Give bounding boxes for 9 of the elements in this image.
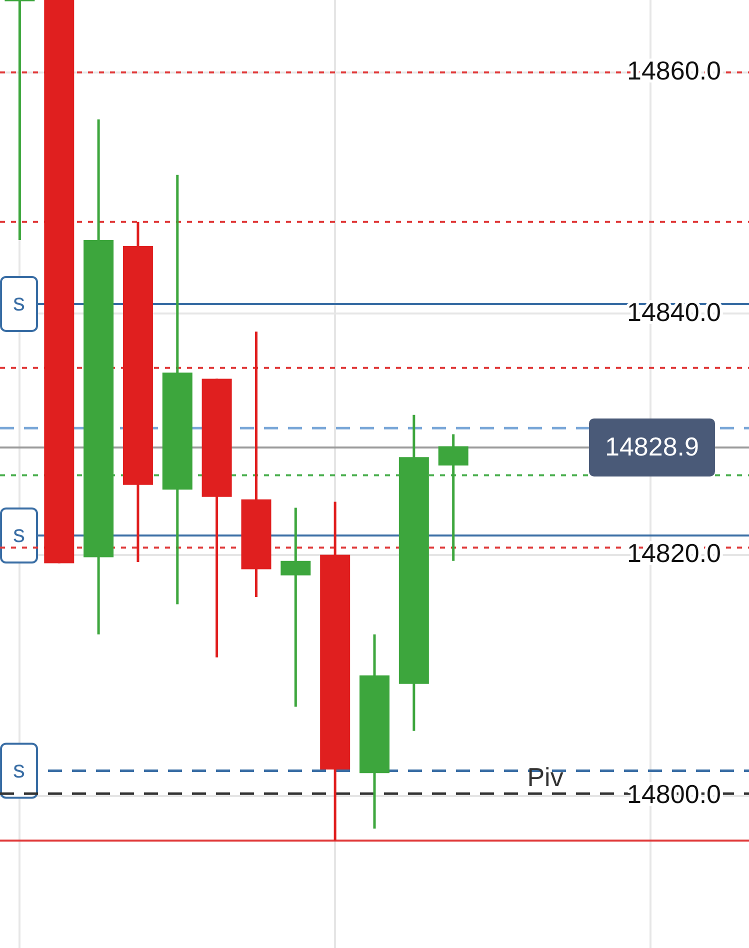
y-tick-label: 14840.0: [627, 296, 721, 327]
ref-line-label: s: [13, 756, 25, 784]
y-tick-label: 14800.0: [627, 779, 721, 810]
y-tick-label: 14820.0: [627, 538, 721, 568]
ref-line-label: s: [13, 521, 25, 548]
y-tick-label: 14860.0: [627, 56, 721, 86]
annotation: 14828.9: [605, 432, 699, 462]
candlestick: [280, 506, 311, 708]
ref-line-label: s: [13, 290, 25, 317]
